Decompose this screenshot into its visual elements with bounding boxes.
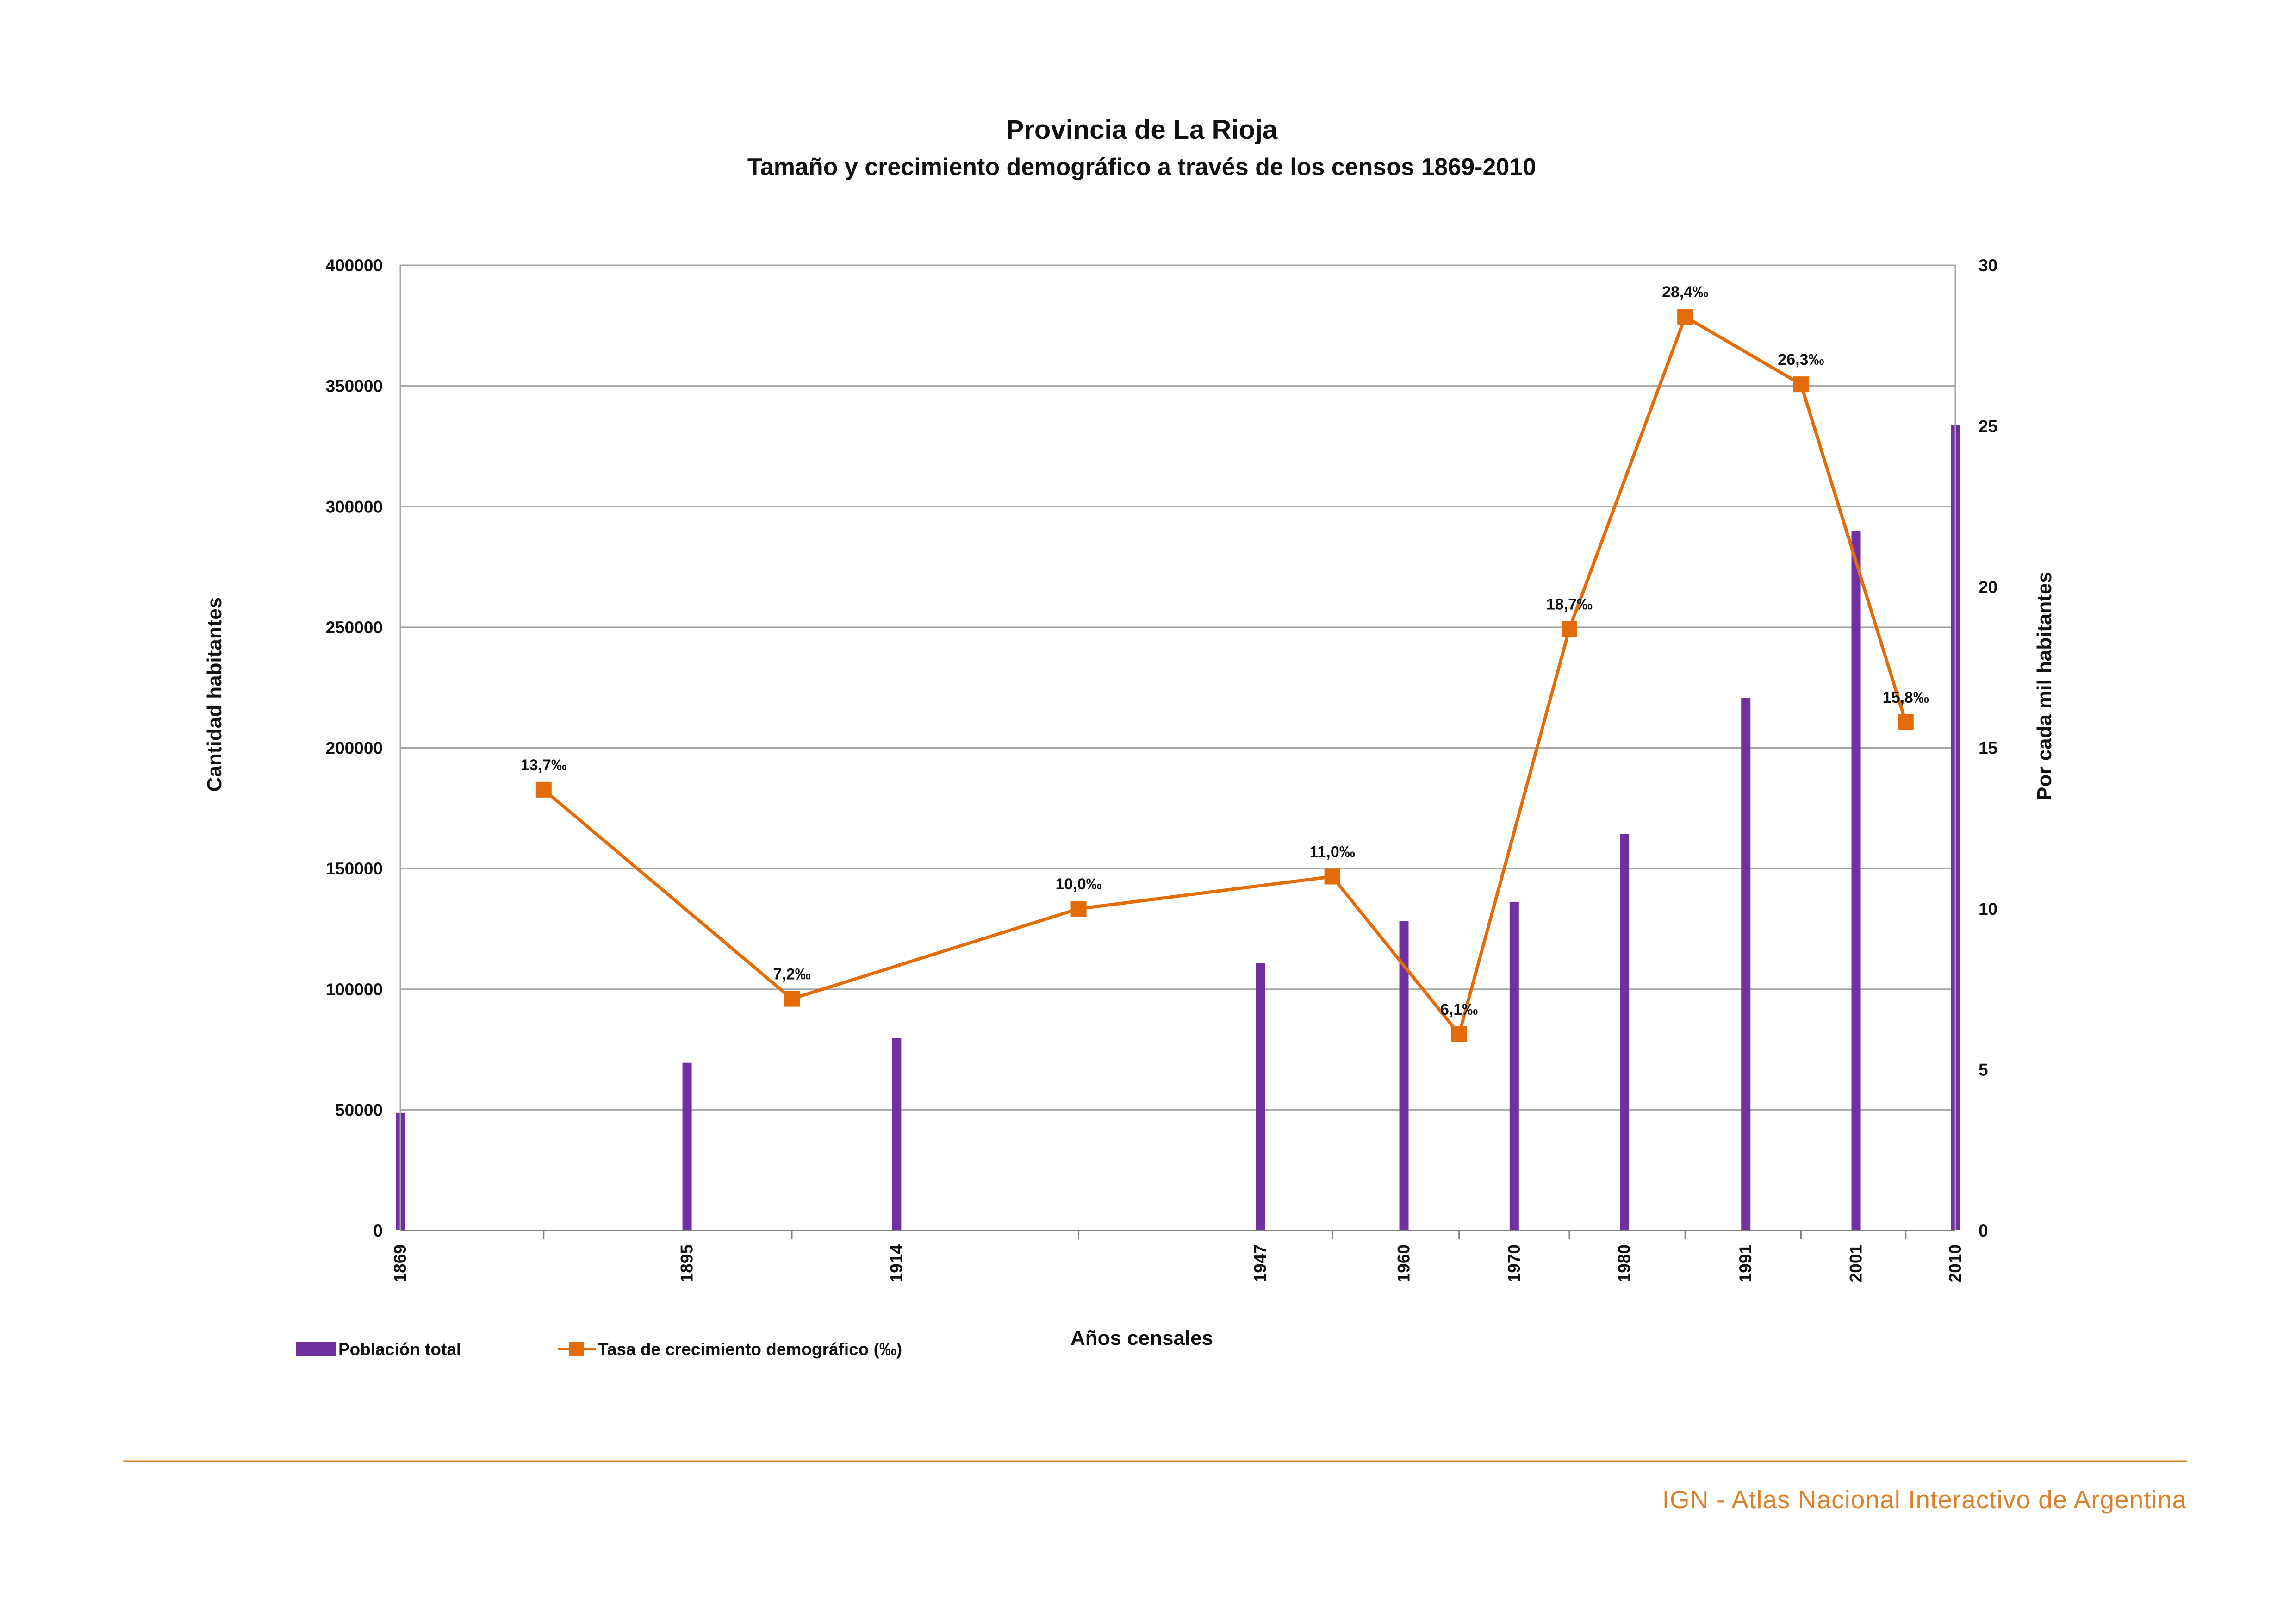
y-axis-label: Cantidad habitantes bbox=[203, 597, 226, 792]
y2-tick-label: 25 bbox=[1979, 417, 1997, 436]
y2-tick-label: 0 bbox=[1979, 1221, 1988, 1240]
footer-credit: IGN - Atlas Nacional Interactivo de Arge… bbox=[1662, 1485, 2187, 1514]
x-tick-label: 1895 bbox=[678, 1244, 697, 1282]
data-label: 18,7‰ bbox=[1546, 595, 1593, 613]
bar bbox=[1741, 698, 1751, 1230]
x-tick-label: 2010 bbox=[1946, 1244, 1965, 1282]
y2-tick-label: 20 bbox=[1979, 578, 1997, 597]
x-tick-label: 1960 bbox=[1394, 1244, 1413, 1282]
x-tick-label: 1914 bbox=[887, 1244, 906, 1283]
chart-title: Provincia de La Rioja bbox=[1006, 115, 1278, 145]
legend-marker-line bbox=[569, 1342, 584, 1356]
line-point bbox=[1324, 868, 1340, 885]
x-tick-label: 1991 bbox=[1736, 1244, 1755, 1282]
y2-tick-label: 10 bbox=[1979, 899, 1997, 918]
bar bbox=[682, 1062, 692, 1230]
y-tick-label: 350000 bbox=[326, 377, 383, 396]
x-tick-label: 1970 bbox=[1505, 1244, 1524, 1282]
line-point bbox=[1898, 714, 1914, 730]
axes: 0 50000 100000 150000 200000 250000 300000 3500… bbox=[326, 256, 1998, 1282]
y-tick-label: 400000 bbox=[326, 256, 383, 275]
data-labels: 13,7‰ 7,2‰ 10,0‰ 11,0‰ 6,1‰ 18,7‰ 28,4‰ 26,3‰ 15… bbox=[521, 283, 1929, 1018]
data-label: 28,4‰ bbox=[1662, 283, 1708, 301]
legend-swatch-bars bbox=[296, 1342, 336, 1356]
data-label: 13,7‰ bbox=[521, 756, 567, 774]
y-tick-label: 50000 bbox=[335, 1100, 383, 1119]
chart-subtitle: Tamaño y crecimiento demográfico a travé… bbox=[747, 154, 1536, 181]
y2-axis-label: Por cada mil habitantes bbox=[2033, 572, 2056, 800]
data-label: 10,0‰ bbox=[1055, 875, 1101, 893]
bar bbox=[1851, 531, 1861, 1230]
y-tick-label: 100000 bbox=[326, 980, 383, 999]
bar bbox=[1256, 963, 1265, 1230]
x-tick-label: 1947 bbox=[1251, 1244, 1270, 1282]
line-point bbox=[1451, 1026, 1467, 1043]
legend-label-bars: Población total bbox=[338, 1340, 461, 1359]
y-tick-label: 0 bbox=[373, 1221, 383, 1240]
line-point bbox=[1561, 621, 1577, 637]
legend-label-line: Tasa de crecimiento demográfico (‰) bbox=[598, 1340, 902, 1359]
x-tick-label: 2001 bbox=[1847, 1244, 1866, 1282]
data-label: 15,8‰ bbox=[1883, 689, 1929, 706]
bar bbox=[1399, 921, 1409, 1230]
y-tick-label: 250000 bbox=[326, 618, 383, 637]
y2-tick-label: 30 bbox=[1979, 256, 1997, 275]
line-point bbox=[535, 781, 552, 798]
line-series bbox=[535, 309, 1914, 1043]
bar bbox=[1509, 901, 1519, 1230]
x-axis-label: Años censales bbox=[1070, 1327, 1213, 1349]
legend: Población total Tasa de crecimiento demo… bbox=[296, 1340, 902, 1359]
growth-line bbox=[542, 315, 1908, 1036]
y2-tick-label: 5 bbox=[1979, 1061, 1988, 1080]
y-tick-label: 200000 bbox=[326, 739, 383, 758]
x-tick-label: 1869 bbox=[391, 1244, 410, 1282]
data-label: 6,1‰ bbox=[1440, 1001, 1478, 1018]
bar bbox=[1620, 834, 1630, 1230]
y-tick-label: 300000 bbox=[326, 497, 383, 516]
x-tick-label: 1980 bbox=[1615, 1244, 1634, 1282]
grid bbox=[400, 264, 1955, 1111]
line-point bbox=[1793, 376, 1809, 393]
line-point bbox=[1070, 901, 1087, 917]
data-label: 26,3‰ bbox=[1778, 351, 1824, 369]
data-label: 11,0‰ bbox=[1309, 843, 1355, 861]
y2-tick-label: 15 bbox=[1979, 739, 1997, 758]
line-point bbox=[1677, 309, 1693, 325]
data-label: 7,2‰ bbox=[773, 966, 810, 983]
line-point bbox=[784, 991, 800, 1007]
bar bbox=[892, 1038, 902, 1230]
y-tick-label: 150000 bbox=[326, 859, 383, 878]
